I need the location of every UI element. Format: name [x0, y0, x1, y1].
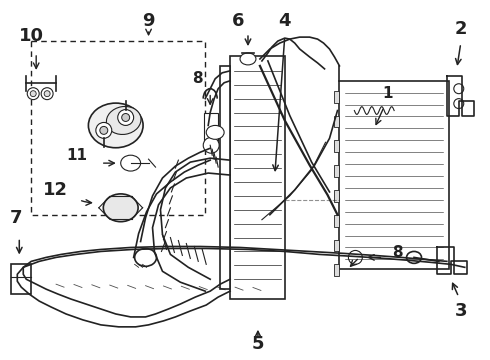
Bar [335, 190, 340, 202]
Circle shape [44, 91, 50, 96]
Text: 2: 2 [455, 20, 467, 38]
Ellipse shape [121, 155, 141, 171]
Bar [11, 264, 31, 294]
Text: 12: 12 [43, 181, 68, 199]
Text: 10: 10 [19, 27, 44, 45]
Bar [335, 239, 340, 251]
Text: 3: 3 [455, 302, 467, 320]
Ellipse shape [240, 53, 256, 65]
Bar [335, 165, 340, 177]
Text: 1: 1 [382, 86, 392, 101]
Ellipse shape [407, 251, 421, 264]
Bar [340, 81, 449, 269]
Text: 9: 9 [142, 12, 155, 30]
Bar [335, 116, 340, 127]
Bar [335, 140, 340, 152]
Circle shape [203, 137, 219, 153]
Text: 7: 7 [9, 209, 22, 227]
Circle shape [454, 84, 464, 94]
Bar [335, 215, 340, 227]
Text: 11: 11 [66, 148, 87, 163]
Bar [230, 56, 285, 299]
Circle shape [118, 109, 134, 125]
Circle shape [27, 88, 39, 100]
Text: 8: 8 [392, 245, 402, 260]
Ellipse shape [135, 248, 156, 266]
Text: 4: 4 [278, 12, 291, 30]
Circle shape [122, 113, 130, 121]
Bar [31, 41, 205, 215]
Circle shape [348, 251, 362, 264]
Circle shape [100, 126, 108, 134]
Bar [335, 264, 340, 276]
Text: 6: 6 [232, 12, 245, 30]
Bar [220, 66, 230, 289]
Bar [204, 113, 218, 142]
Ellipse shape [206, 125, 224, 139]
Ellipse shape [106, 107, 141, 135]
Circle shape [96, 122, 112, 138]
Text: 5: 5 [252, 335, 264, 353]
Circle shape [41, 88, 53, 100]
Ellipse shape [88, 103, 143, 148]
Bar [335, 91, 340, 103]
Circle shape [30, 91, 36, 96]
Circle shape [454, 99, 464, 109]
Text: 8: 8 [192, 71, 202, 86]
Ellipse shape [103, 194, 138, 222]
